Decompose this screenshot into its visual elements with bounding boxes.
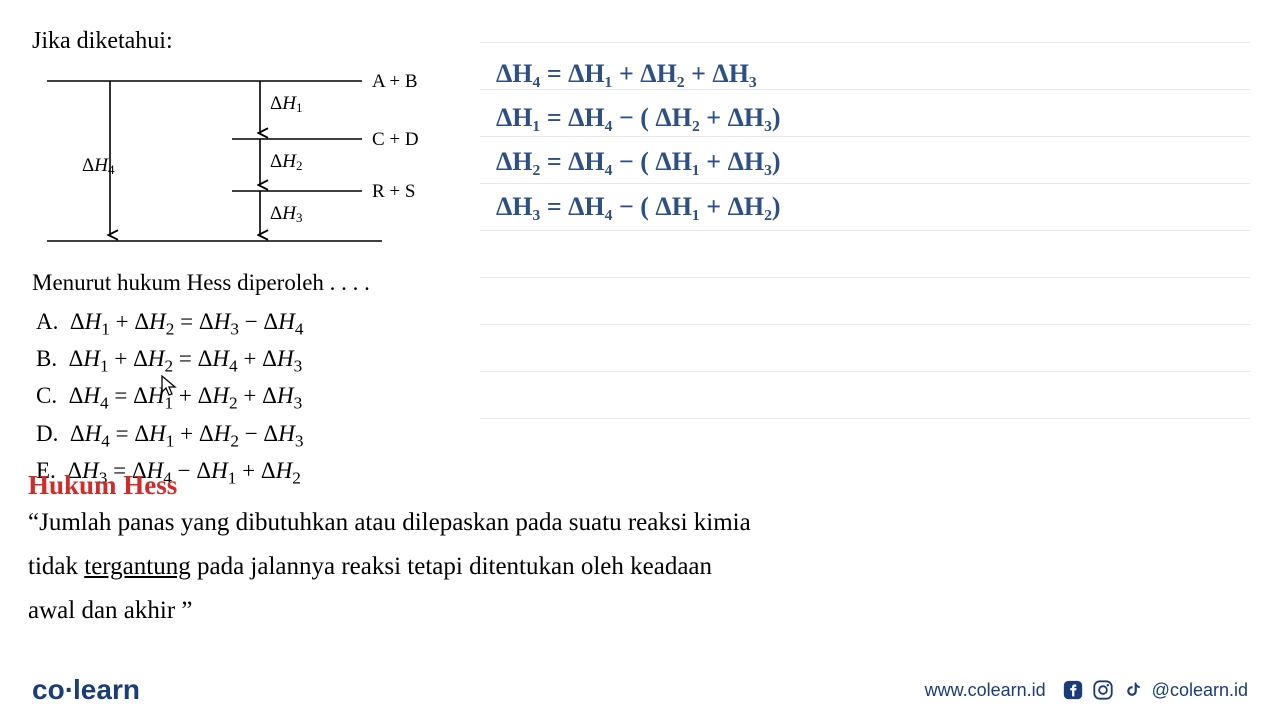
notes-line-2: tidak tergantung pada jalannya reaksi te… — [28, 545, 1228, 589]
question-text: Menurut hukum Hess diperoleh . . . . — [32, 266, 472, 301]
svg-text:C + D: C + D — [372, 129, 419, 150]
notes-section: Hukum Hess “Jumlah panas yang dibutuhkan… — [28, 470, 1228, 632]
energy-diagram: A + B C + D R + S ΔH1 ΔH2 ΔH3 ΔH4 — [32, 63, 432, 248]
brand-logo: co·learn — [32, 674, 140, 706]
option-b: B. ΔH1 + ΔH2 = ΔH4 + ΔH3 — [36, 342, 472, 379]
svg-text:ΔH1: ΔH1 — [270, 93, 302, 115]
notes-line-3: awal dan akhir ” — [28, 589, 1228, 633]
svg-text:A + B: A + B — [372, 71, 418, 92]
handwritten-work: ΔH₄ = ΔH₁ + ΔH₂ + ΔH₃ ΔH₁ = ΔH₄ − ( ΔH₂ … — [496, 28, 1248, 492]
work-line-4: ΔH₃ = ΔH₄ − ( ΔH₁ + ΔH₂) — [496, 185, 1248, 229]
footer: co·learn www.colearn.id @colearn.id — [32, 674, 1248, 706]
prompt-text: Jika diketahui: — [32, 28, 472, 55]
instagram-icon — [1092, 679, 1114, 701]
option-d: D. ΔH4 = ΔH1 + ΔH2 − ΔH3 — [36, 417, 472, 454]
notes-line-1: “Jumlah panas yang dibutuhkan atau dilep… — [28, 501, 1228, 545]
work-line-2: ΔH₁ = ΔH₄ − ( ΔH₂ + ΔH₃) — [496, 96, 1248, 140]
footer-url: www.colearn.id — [925, 680, 1046, 701]
footer-handle: @colearn.id — [1152, 680, 1248, 701]
work-line-3: ΔH₂ = ΔH₄ − ( ΔH₁ + ΔH₃) — [496, 140, 1248, 184]
option-c: C. ΔH4 = ΔH1 + ΔH2 + ΔH3 — [36, 379, 472, 416]
notes-heading: Hukum Hess — [28, 470, 1228, 501]
facebook-icon — [1062, 679, 1084, 701]
question-block: Menurut hukum Hess diperoleh . . . . A. … — [32, 266, 472, 492]
tiktok-icon — [1122, 679, 1144, 701]
svg-text:ΔH2: ΔH2 — [270, 151, 302, 173]
option-a: A. ΔH1 + ΔH2 = ΔH3 − ΔH4 — [36, 305, 472, 342]
svg-text:ΔH3: ΔH3 — [270, 203, 302, 225]
work-line-1: ΔH₄ = ΔH₁ + ΔH₂ + ΔH₃ — [496, 52, 1248, 96]
svg-text:R + S: R + S — [372, 181, 415, 202]
